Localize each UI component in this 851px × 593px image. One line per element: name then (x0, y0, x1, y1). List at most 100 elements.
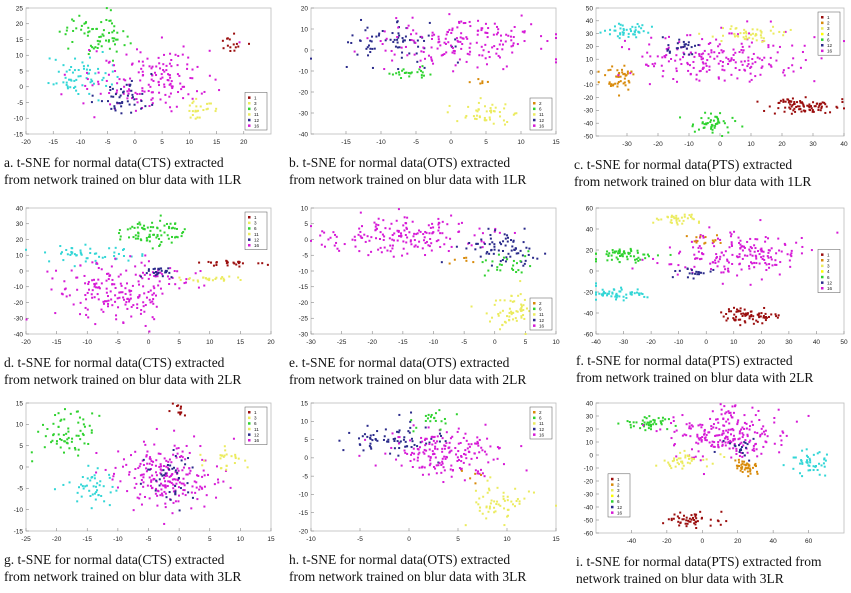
data-point-class-6 (76, 410, 79, 413)
data-point-class-2 (612, 83, 615, 86)
data-point-class-16 (476, 436, 479, 439)
data-point-class-2 (453, 258, 456, 261)
data-point-class-11 (225, 464, 228, 467)
data-point-class-13 (62, 259, 65, 262)
data-point-class-16 (688, 425, 691, 428)
data-point-class-16 (704, 62, 707, 65)
data-point-class-16 (159, 494, 162, 497)
data-point-class-13 (809, 469, 812, 472)
legend-marker-16 (248, 439, 251, 442)
data-point-class-16 (142, 285, 145, 288)
data-point-class-11 (499, 115, 502, 118)
data-point-class-16 (142, 485, 145, 488)
data-point-class-6 (156, 233, 159, 236)
data-point-class-16 (730, 456, 733, 459)
data-point-class-16 (384, 227, 387, 230)
data-point-class-16 (749, 439, 752, 442)
data-point-class-16 (461, 43, 464, 46)
data-point-class-16 (127, 92, 130, 95)
data-point-class-16 (443, 444, 446, 447)
data-point-class-3 (677, 463, 680, 466)
data-point-class-16 (172, 453, 175, 456)
data-point-class-13 (634, 29, 637, 32)
data-point-class-2 (741, 460, 744, 463)
data-point-class-13 (619, 23, 622, 26)
data-point-class-16 (128, 89, 131, 92)
data-point-class-6 (710, 127, 713, 130)
y-tick-label: 0 (589, 452, 593, 459)
data-point-class-16 (79, 301, 82, 304)
data-point-class-12 (398, 46, 401, 49)
y-tick-label: -5 (17, 486, 23, 493)
data-point-class-2 (748, 464, 751, 467)
data-point-class-16 (196, 498, 199, 501)
data-point-class-6 (661, 419, 664, 422)
data-point-class-1 (737, 310, 740, 313)
data-point-class-1 (752, 322, 755, 325)
data-point-class-16 (729, 411, 732, 414)
legend-label: 16 (254, 438, 260, 443)
legend-marker-12 (533, 318, 536, 322)
data-point-class-16 (363, 233, 366, 236)
data-point-class-13 (105, 84, 108, 87)
data-point-class-11 (188, 109, 191, 112)
data-point-class-16 (134, 109, 137, 112)
data-point-class-16 (647, 64, 650, 67)
data-point-class-16 (701, 38, 704, 41)
data-point-class-6 (646, 253, 649, 256)
data-point-class-16 (717, 62, 720, 65)
data-point-class-11 (525, 307, 528, 310)
data-point-class-13 (80, 483, 83, 486)
data-point-class-16 (758, 253, 761, 256)
data-point-class-13 (121, 248, 124, 251)
data-point-class-11 (237, 457, 240, 460)
data-point-class-16 (675, 67, 678, 70)
data-point-class-16 (720, 413, 723, 416)
data-point-class-16 (111, 478, 114, 481)
data-point-class-12 (348, 431, 351, 434)
data-point-class-3 (778, 30, 781, 33)
data-point-class-16 (106, 272, 109, 275)
data-point-class-13 (806, 456, 809, 459)
data-point-class-12 (310, 57, 312, 60)
data-point-class-6 (691, 125, 694, 128)
data-point-class-11 (197, 109, 200, 112)
data-point-class-13 (59, 245, 62, 248)
data-point-class-16 (774, 263, 777, 266)
data-point-class-6 (722, 120, 725, 123)
x-tick-label: -40 (591, 339, 601, 346)
data-point-class-2 (481, 82, 484, 85)
data-point-class-16 (513, 231, 516, 234)
data-point-class-16 (439, 44, 442, 47)
data-point-class-13 (633, 292, 636, 295)
data-point-class-16 (117, 306, 120, 309)
data-point-class-16 (759, 435, 762, 438)
data-point-class-16 (464, 453, 467, 456)
data-point-class-6 (711, 128, 714, 131)
data-point-class-16 (520, 445, 523, 448)
legend-label: 6 (539, 307, 542, 312)
data-point-class-12 (468, 241, 471, 244)
data-point-class-12 (522, 264, 525, 267)
data-point-class-16 (445, 431, 448, 434)
data-point-class-16 (511, 51, 514, 54)
data-point-class-16 (138, 295, 141, 298)
data-point-class-3 (666, 215, 669, 218)
data-point-class-6 (716, 122, 719, 125)
data-point-class-16 (423, 448, 426, 451)
data-point-class-6 (618, 252, 621, 255)
data-point-class-12 (367, 54, 370, 57)
data-point-class-16 (180, 482, 183, 485)
data-point-class-11 (491, 316, 494, 319)
data-point-class-16 (115, 91, 118, 94)
data-point-class-11 (512, 113, 515, 116)
data-point-class-12 (366, 46, 369, 49)
data-point-class-3 (772, 32, 775, 35)
data-point-class-6 (105, 7, 108, 10)
data-point-class-16 (190, 491, 193, 494)
data-point-class-3 (789, 28, 792, 31)
data-point-class-16 (757, 250, 760, 253)
legend-marker-2 (611, 483, 614, 486)
data-point-class-13 (88, 56, 91, 59)
data-point-class-3 (675, 219, 678, 222)
